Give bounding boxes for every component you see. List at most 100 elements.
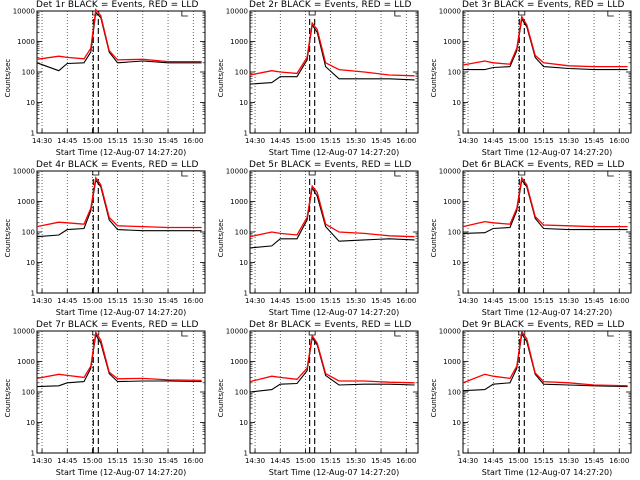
- x-axis-label: Start Time (12-Aug-07 14:27:20): [268, 148, 400, 157]
- y-tick-label: 10: [239, 259, 248, 267]
- y-tick-label: 100: [235, 69, 248, 77]
- top-marker: [607, 171, 614, 177]
- x-tick-label: 15:45: [584, 457, 604, 465]
- y-tick-label: 1: [244, 130, 248, 138]
- x-tick-label: 15:00: [295, 297, 315, 305]
- y-tick-label: 1000: [230, 38, 248, 46]
- y-tick-label: 100: [448, 69, 461, 77]
- x-tick-label: 15:15: [108, 137, 128, 145]
- x-tick-label: 15:30: [133, 137, 153, 145]
- top-marker: [181, 11, 188, 17]
- plot-frame: [36, 330, 206, 454]
- x-tick-label: 15:30: [133, 297, 153, 305]
- panel-title: Det 8r BLACK = Events, RED = LLD: [249, 320, 412, 330]
- x-tick-label: 14:45: [57, 137, 77, 145]
- detector-panel: 14:30 14:45 15:00 15:15 15:30 15:45 16:00 1 10 10…: [0, 320, 213, 480]
- y-tick-label: 1: [244, 450, 248, 458]
- chart-svg: 14:30 14:45 15:00 15:15 15:30 15:45 16:00 1 10 10…: [439, 168, 632, 305]
- x-tick-label: 15:30: [346, 457, 366, 465]
- x-tick-label: 14:30: [32, 137, 52, 145]
- lld-series-line: [462, 14, 628, 68]
- y-tick-label: 100: [235, 389, 248, 397]
- y-tick-label: 10: [26, 99, 35, 107]
- chart-svg: 14:30 14:45 15:00 15:15 15:30 15:45 16:00 1 10 10…: [13, 168, 206, 305]
- y-axis-label: Counts/sec: [430, 378, 438, 418]
- events-series-line: [36, 333, 202, 388]
- top-marker: [394, 331, 401, 337]
- x-tick-label: 14:30: [245, 457, 265, 465]
- lld-series-line: [462, 176, 628, 228]
- top-marker: [394, 11, 401, 17]
- y-tick-label: 10: [26, 259, 35, 267]
- panel-title: Det 9r BLACK = Events, RED = LLD: [462, 320, 625, 330]
- events-series-line: [249, 186, 415, 249]
- x-tick-label: 14:30: [458, 457, 478, 465]
- chart-svg: 14:30 14:45 15:00 15:15 15:30 15:45 16:00 1 10 10…: [226, 328, 419, 465]
- lld-series-line: [36, 176, 202, 229]
- detector-panel: 14:30 14:45 15:00 15:15 15:30 15:45 16:00 1 10 10…: [213, 160, 426, 320]
- x-tick-label: 15:00: [295, 137, 315, 145]
- y-tick-label: 1000: [17, 198, 35, 206]
- events-series-line: [462, 178, 628, 234]
- detector-panel: 14:30 14:45 15:00 15:15 15:30 15:45 16:00 1 10 10…: [0, 160, 213, 320]
- events-series-line: [249, 336, 415, 393]
- chart-svg: 14:30 14:45 15:00 15:15 15:30 15:45 16:00 1 10 10…: [226, 8, 419, 145]
- x-tick-label: 14:45: [270, 297, 290, 305]
- y-tick-label: 1: [457, 450, 461, 458]
- plot-frame: [462, 330, 632, 454]
- y-axis-label: Counts/sec: [4, 218, 12, 258]
- y-axis-label: Counts/sec: [4, 378, 12, 418]
- x-tick-label: 14:30: [245, 137, 265, 145]
- y-tick-label: 1000: [230, 198, 248, 206]
- panel-title: Det 4r BLACK = Events, RED = LLD: [36, 160, 199, 170]
- y-tick-label: 10: [452, 259, 461, 267]
- x-tick-label: 15:15: [321, 297, 341, 305]
- x-tick-label: 15:45: [371, 297, 391, 305]
- y-axis-label: Counts/sec: [217, 218, 225, 258]
- y-tick-label: 1: [31, 450, 35, 458]
- x-tick-label: 14:45: [483, 137, 503, 145]
- y-tick-label: 10: [452, 419, 461, 427]
- x-tick-label: 14:30: [458, 297, 478, 305]
- y-axis-label: Counts/sec: [430, 58, 438, 98]
- x-tick-label: 15:30: [559, 137, 579, 145]
- y-axis-label: Counts/sec: [217, 58, 225, 98]
- x-tick-label: 15:00: [82, 137, 102, 145]
- x-tick-label: 15:00: [82, 297, 102, 305]
- x-tick-label: 16:00: [609, 297, 629, 305]
- x-tick-label: 15:45: [158, 137, 178, 145]
- x-tick-label: 15:15: [321, 137, 341, 145]
- x-tick-label: 15:45: [584, 137, 604, 145]
- top-marker: [607, 331, 614, 337]
- x-tick-label: 14:45: [270, 457, 290, 465]
- y-tick-label: 10000: [439, 168, 461, 176]
- y-tick-label: 10: [239, 99, 248, 107]
- x-tick-label: 15:15: [108, 297, 128, 305]
- y-tick-label: 100: [22, 389, 35, 397]
- lld-series-line: [249, 21, 415, 77]
- x-tick-label: 16:00: [609, 457, 629, 465]
- y-tick-label: 10000: [13, 168, 35, 176]
- detector-panel: 14:30 14:45 15:00 15:15 15:30 15:45 16:00 1 10 10…: [213, 0, 426, 160]
- x-tick-label: 15:15: [534, 137, 554, 145]
- y-tick-label: 10000: [226, 8, 248, 16]
- top-marker: [181, 171, 188, 177]
- events-series-line: [462, 332, 628, 392]
- panel-title: Det 7r BLACK = Events, RED = LLD: [36, 320, 199, 330]
- top-marker: [607, 11, 614, 17]
- y-tick-label: 1: [457, 290, 461, 298]
- x-axis-label: Start Time (12-Aug-07 14:27:20): [481, 468, 613, 477]
- chart-svg: 14:30 14:45 15:00 15:15 15:30 15:45 16:00 1 10 10…: [13, 328, 206, 465]
- x-tick-label: 15:15: [108, 457, 128, 465]
- y-tick-label: 10000: [13, 8, 35, 16]
- x-tick-label: 15:45: [584, 297, 604, 305]
- y-tick-label: 100: [448, 229, 461, 237]
- y-tick-label: 10: [26, 419, 35, 427]
- x-tick-label: 16:00: [396, 137, 416, 145]
- y-tick-label: 100: [22, 229, 35, 237]
- y-tick-label: 100: [235, 229, 248, 237]
- x-tick-label: 15:30: [346, 137, 366, 145]
- lld-series-line: [249, 184, 415, 238]
- x-tick-label: 14:45: [483, 297, 503, 305]
